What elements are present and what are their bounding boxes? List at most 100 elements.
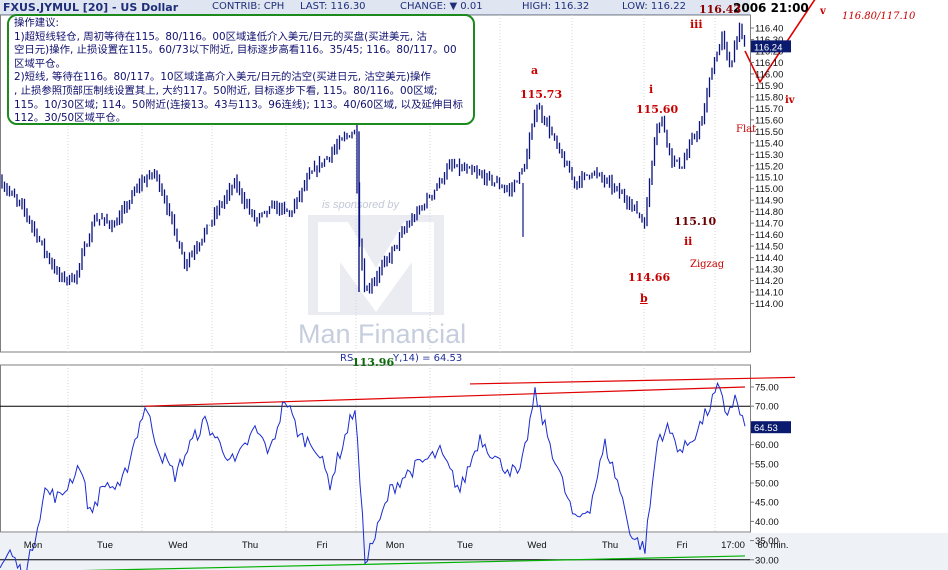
price-tick-label: 115.00	[755, 184, 783, 195]
wave-label-a: a	[531, 64, 539, 77]
watermark-logo-m	[318, 222, 434, 312]
price-tick-label: 115.70	[755, 104, 783, 115]
time-tick-label: Wed	[168, 540, 187, 551]
wave-value-b: 114.66	[628, 271, 671, 284]
note-line: 1)超短线轻仓, 周初等待在115。80/116。00区域逢低介入美元/日元的买…	[14, 30, 427, 43]
rsi-layer	[0, 376, 796, 570]
price-tick-label: 114.20	[755, 276, 783, 287]
price-tick-label: 115.50	[755, 127, 783, 138]
rsi-tick-label: 75.00	[755, 383, 779, 394]
contrib-field: CONTRIB: CPH	[212, 1, 285, 12]
wave-label-v: v	[820, 6, 826, 17]
rsi-tick-label: 70.00	[755, 402, 779, 413]
price-tick-label: 114.30	[755, 265, 783, 276]
last-price-tag-label: 116.24	[754, 42, 782, 53]
rsi-last-tag-label: 64.53	[754, 423, 778, 434]
price-tick-label: 115.60	[755, 115, 783, 126]
note-line: 112。30/50区域平仓。	[14, 112, 127, 125]
note-line: 2)短线, 等待在116。80/117。10区域逢高介入美元/日元的沽空(买进日…	[14, 71, 431, 84]
time-tick-label: 17:00	[721, 540, 745, 551]
time-tick-label: Mon	[24, 540, 42, 551]
time-tick-label: 60 min.	[757, 540, 788, 551]
chart-header: FXUS.JYMUL [20] - US Dollar CONTRIB: CPH…	[0, 0, 750, 15]
wave-value-ii: 115.10	[674, 215, 717, 228]
last-field: LAST: 116.30	[300, 1, 366, 12]
price-tick-label: 115.20	[755, 161, 783, 172]
watermark-brand: Man Financial	[298, 319, 466, 349]
rsi-trendline-upper	[144, 386, 746, 407]
low-value-label: 113.96	[352, 356, 395, 369]
rsi-panel-frame	[0, 364, 751, 533]
projected-wave-path	[744, 0, 816, 84]
watermark-logo-bg	[308, 215, 444, 315]
price-tick-label: 115.10	[755, 173, 783, 184]
price-tick-label: 114.70	[755, 219, 783, 230]
watermark-layer: Man Financial is sponsored by	[298, 199, 466, 349]
change-field: CHANGE: ▼ 0.01	[400, 1, 483, 12]
time-tick-label: Mon	[386, 540, 404, 551]
rsi-line	[0, 381, 746, 570]
time-tick-label: Thu	[242, 540, 258, 551]
flat-label: Flat	[736, 124, 757, 135]
zigzag-label: Zigzag	[690, 259, 725, 270]
time-tick-label: Fri	[676, 540, 687, 551]
note-line: 区域平仓。	[14, 57, 66, 70]
rsi-tick-label: 50.00	[755, 479, 779, 490]
watermark-logo	[308, 215, 444, 315]
wave-label-iv: iv	[785, 95, 795, 106]
wave-label-i: i	[649, 83, 654, 96]
wave-value-i: 115.60	[636, 103, 679, 116]
note-line: 空日元)操作, 止损设置在115。60/73以下附近, 目标逐步高看116。35…	[14, 44, 457, 57]
rsi-trendline-upper-ext	[469, 376, 796, 385]
price-tick-label: 115.90	[755, 81, 783, 92]
price-tick-label: 114.60	[755, 230, 783, 241]
rsi-trendline-lower	[82, 555, 746, 570]
price-tick-label: 115.80	[755, 92, 783, 103]
rsi-tick-label: 40.00	[755, 517, 779, 528]
note-line: 115。10/30区域; 114。50附近(连接13。43与113。96连线);…	[14, 98, 464, 111]
price-tick-label: 114.10	[755, 288, 783, 299]
time-tick-label: Tue	[457, 540, 473, 551]
rsi-title-suffix: Y,14) = 64.53	[393, 353, 463, 364]
price-tick-label: 114.90	[755, 196, 783, 207]
time-tick-label: Thu	[602, 540, 618, 551]
trade-advice-note: 操作建议: 1)超短线轻仓, 周初等待在115。80/116。00区域逢低介入美…	[7, 14, 475, 125]
rsi-title-prefix: RS	[340, 353, 354, 364]
wave-value-a: 115.73	[520, 88, 563, 101]
rsi-tick-label: 45.00	[755, 498, 779, 509]
time-tick-label: Fri	[316, 540, 327, 551]
grid-layer	[0, 14, 948, 570]
time-tick-label: Tue	[97, 540, 113, 551]
header-timestamp: 2006 21:00	[733, 1, 809, 15]
price-tick-label: 115.30	[755, 150, 783, 161]
price-tick-label: 116.10	[755, 58, 783, 69]
price-tick-label: 116.40	[755, 24, 783, 35]
high-field: HIGH: 116.32	[522, 1, 590, 12]
rsi-tick-label: 35.00	[755, 536, 779, 547]
last-price-tag	[751, 40, 791, 53]
price-tick-label: 114.80	[755, 207, 783, 218]
rsi-tick-label: 55.00	[755, 459, 779, 470]
symbol-title: FXUS.JYMUL [20] - US Dollar	[3, 1, 179, 14]
target-zone-label: 116.80/117.10	[842, 11, 916, 22]
time-tick-label: Wed	[527, 540, 546, 551]
price-tick-label: 116.00	[755, 69, 783, 80]
wave-label-iii: iii	[690, 18, 703, 31]
price-tick-label: 114.00	[755, 299, 783, 310]
price-tick-label: 114.40	[755, 253, 783, 264]
rsi-tick-label: 60.00	[755, 440, 779, 451]
time-axis-bg	[0, 533, 948, 570]
price-layer	[1, 0, 816, 294]
note-line: , 止损参照顶部压制线设置其上, 大约117。50附近, 目标逐步下看, 115…	[14, 84, 438, 97]
low-field: LOW: 116.22	[622, 1, 686, 12]
rsi-tick-label: 30.00	[755, 555, 779, 566]
wave-label-ii: ii	[684, 235, 693, 248]
note-line: 操作建议:	[14, 17, 60, 29]
axis-layer: 116.40116.30116.20116.10116.00115.90115.…	[24, 24, 791, 566]
price-tick-label: 115.40	[755, 138, 783, 149]
price-tick-label: 114.50	[755, 242, 783, 253]
watermark-sponsor: is sponsored by	[322, 199, 401, 211]
wave-value-iii: 116.43	[699, 3, 742, 16]
wave-label-b: b	[640, 292, 648, 305]
